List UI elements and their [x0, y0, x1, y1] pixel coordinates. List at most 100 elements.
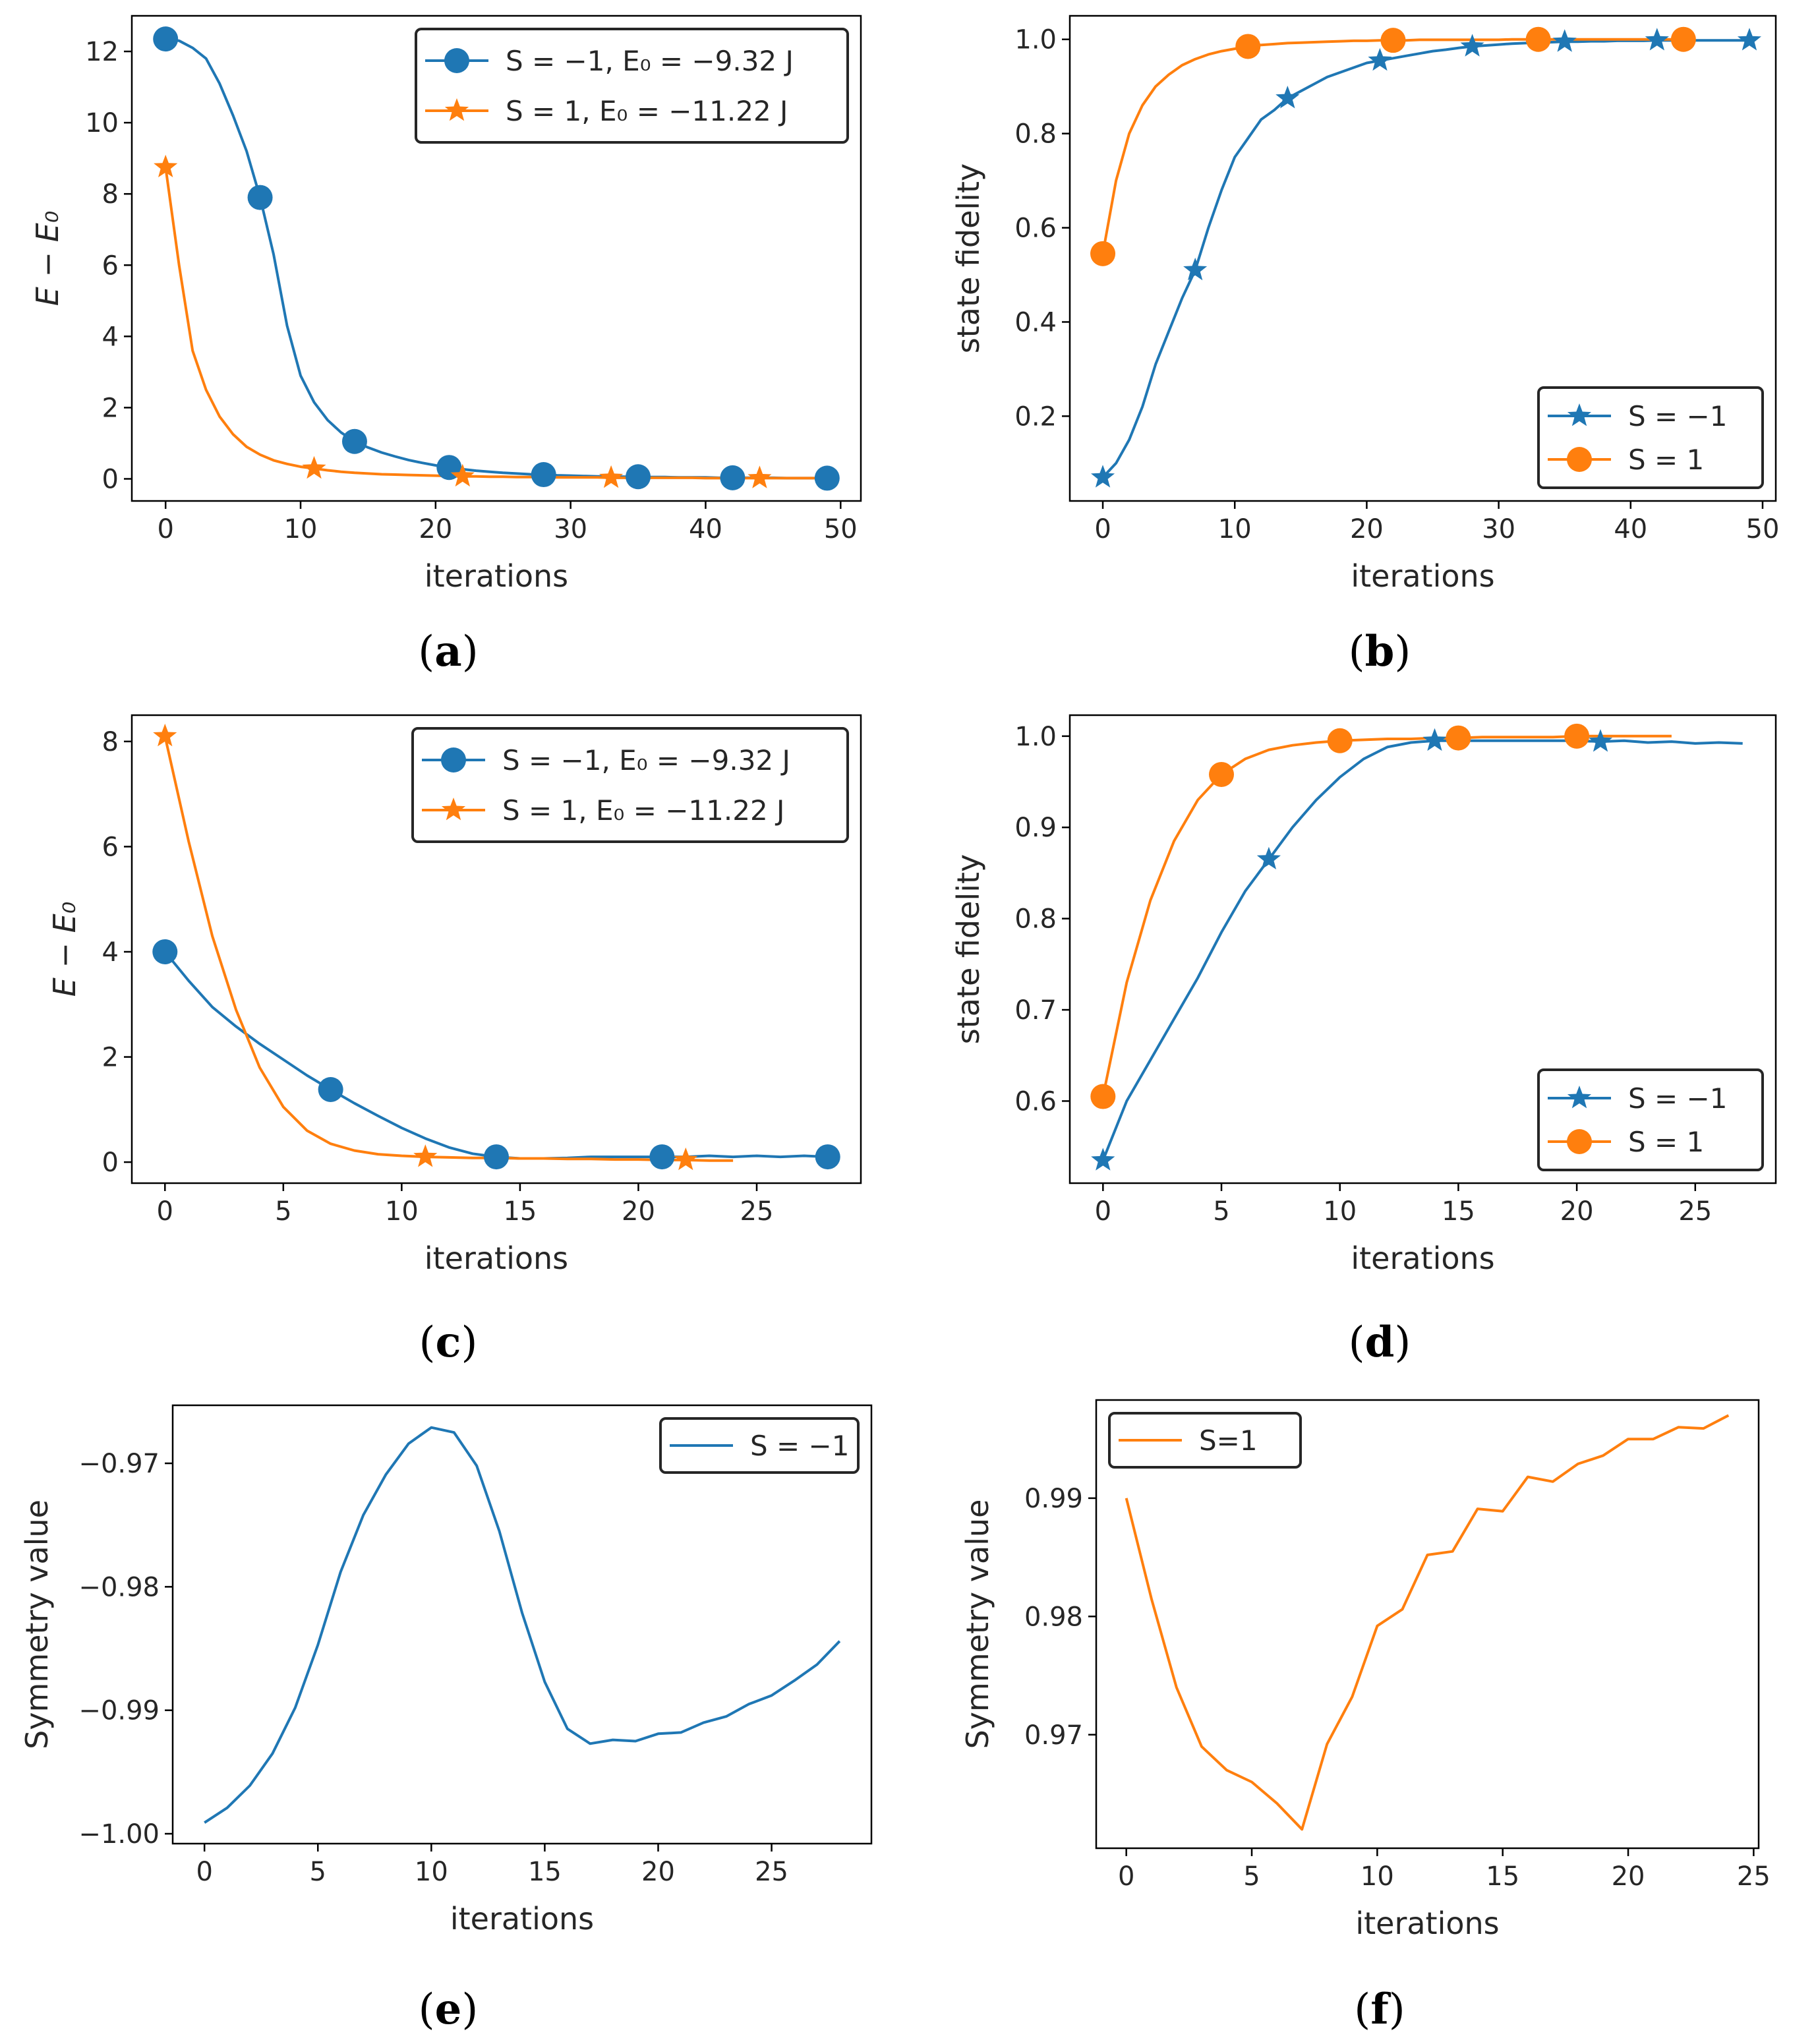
- data-point-d-0: [1091, 1148, 1115, 1171]
- x-tick-label: 0: [157, 514, 173, 544]
- legend-b: S = −1 S = 1: [1537, 386, 1764, 489]
- legend-marker: [1567, 1086, 1592, 1109]
- data-point-a-0: [531, 462, 556, 488]
- legend-box: [1537, 386, 1764, 489]
- x-tick-label: 30: [554, 514, 587, 544]
- data-point-a-0: [720, 465, 746, 490]
- x-axis-label: iterations: [1355, 1906, 1499, 1941]
- chart-panel-f: 0 5 10 15 20 25 0.97 0.98 0.99 iterations Symmetry…: [960, 1399, 1771, 2034]
- legend-label: S = 1: [1628, 444, 1704, 476]
- data-point-d-1: [1209, 761, 1235, 787]
- series-line-e-0: [204, 1426, 841, 1824]
- data-point-a-1: [302, 455, 326, 479]
- x-tick-label: 25: [755, 1857, 788, 1887]
- axes-frame-c: [131, 714, 862, 1184]
- x-tick-label: 20: [641, 1857, 675, 1887]
- y-tick-label: 0.4: [1014, 307, 1057, 337]
- x-tick-label: 15: [1486, 1861, 1519, 1892]
- x-tick-label: 10: [1218, 514, 1252, 544]
- x-tick-label: 10: [415, 1857, 448, 1887]
- x-tick-label: 50: [1746, 514, 1780, 544]
- x-tick-label: 0: [157, 1196, 173, 1227]
- data-point-d-0: [1256, 846, 1281, 869]
- x-tick-label: 20: [622, 1196, 655, 1227]
- series-line-b-0: [1101, 39, 1749, 479]
- legend-marker: [1567, 447, 1592, 472]
- y-tick-label: 0.98: [1024, 1602, 1083, 1632]
- y-tick-label: 2: [102, 1043, 119, 1073]
- chart-panel-c: 0 5 10 15 20 25 0 2 4 6 8 iterations E − E₀ S = −1, E…: [47, 714, 862, 1367]
- x-tick-label: 10: [284, 514, 318, 544]
- y-tick-label: 4: [102, 322, 119, 352]
- chart-panel-e: 0 5 10 15 20 25 −1.00 −0.99 −0.98 −0.97 iterations…: [19, 1404, 873, 2034]
- y-tick-label: 0.99: [1024, 1484, 1083, 1514]
- data-point-b-0: [1183, 257, 1208, 281]
- legend-label: S = −1, E₀ = −9.32 J: [502, 744, 790, 776]
- y-tick-label: 8: [102, 727, 119, 757]
- x-tick-label: 5: [275, 1196, 291, 1227]
- x-tick-label: 50: [824, 514, 858, 544]
- x-tick-label: 10: [1361, 1861, 1394, 1892]
- x-tick-label: 10: [385, 1196, 419, 1227]
- y-tick-label: 0.8: [1014, 119, 1057, 150]
- legend-marker: [444, 48, 469, 73]
- data-point-a-1: [154, 154, 178, 177]
- data-point-a-0: [247, 185, 273, 210]
- data-point-a-0: [341, 428, 367, 454]
- panel-caption: (e): [419, 1985, 479, 2034]
- data-point-b-1: [1525, 26, 1551, 52]
- x-tick-label: 40: [689, 514, 722, 544]
- data-point-b-0: [1645, 28, 1669, 51]
- data-point-a-1: [747, 465, 772, 488]
- x-axis-label: iterations: [425, 558, 568, 594]
- y-tick-label: 0.9: [1014, 813, 1057, 843]
- series-line-a-1: [164, 167, 827, 480]
- legend-marker: [441, 798, 466, 821]
- legend-label: S = −1: [750, 1430, 849, 1462]
- legend-label: S = 1, E₀ = −11.22 J: [506, 95, 788, 127]
- legend-box: [1108, 1412, 1302, 1469]
- data-point-d-1: [1327, 728, 1353, 753]
- x-tick-label: 20: [419, 514, 452, 544]
- legend-marker: [444, 98, 469, 121]
- x-tick-label: 0: [1118, 1861, 1134, 1892]
- legend-label: S = −1: [1628, 1082, 1727, 1115]
- data-point-b-0: [1552, 29, 1577, 52]
- x-tick-label: 5: [1213, 1196, 1229, 1227]
- axes-frame-a: [131, 15, 862, 502]
- data-point-d-0: [1589, 729, 1613, 752]
- y-tick-label: 0.7: [1014, 995, 1057, 1026]
- y-tick-label: 0.2: [1014, 401, 1057, 432]
- y-tick-label: 10: [85, 108, 119, 138]
- data-point-b-0: [1275, 86, 1300, 109]
- legend-label: S=1: [1199, 1424, 1258, 1457]
- legend-marker: [441, 747, 466, 773]
- axes-frame-d: [1069, 714, 1777, 1184]
- x-tick-label: 5: [310, 1857, 326, 1887]
- y-tick-label: 6: [102, 250, 119, 281]
- legend-a: S = −1, E₀ = −9.32 J S = 1, E₀ = −11.22 J: [415, 28, 849, 144]
- x-axis-label: iterations: [425, 1241, 568, 1276]
- x-tick-label: 25: [1737, 1861, 1771, 1892]
- data-point-a-1: [450, 463, 475, 487]
- y-tick-label: 0: [102, 1148, 119, 1178]
- data-point-b-1: [1235, 34, 1261, 59]
- x-tick-label: 40: [1614, 514, 1647, 544]
- y-axis-label: state fidelity: [951, 163, 986, 353]
- y-tick-label: 0.8: [1014, 904, 1057, 935]
- series-line-c-1: [163, 736, 734, 1162]
- chart-panel-b: 0 10 20 30 40 50 0.2 0.4 0.6 0.8 1.0 iterations stat…: [951, 15, 1780, 676]
- series-line-f-0: [1125, 1414, 1730, 1831]
- legend-f: S=1: [1108, 1412, 1302, 1469]
- y-tick-label: 1.0: [1014, 25, 1057, 55]
- y-tick-label: 0.97: [1024, 1720, 1083, 1751]
- y-tick-label: 4: [102, 937, 119, 968]
- data-point-b-1: [1670, 26, 1696, 52]
- legend-box: [415, 28, 849, 144]
- legend-box: [659, 1417, 860, 1474]
- y-tick-label: 0.6: [1014, 1086, 1057, 1117]
- y-tick-label: 0.6: [1014, 214, 1057, 244]
- x-tick-label: 30: [1482, 514, 1515, 544]
